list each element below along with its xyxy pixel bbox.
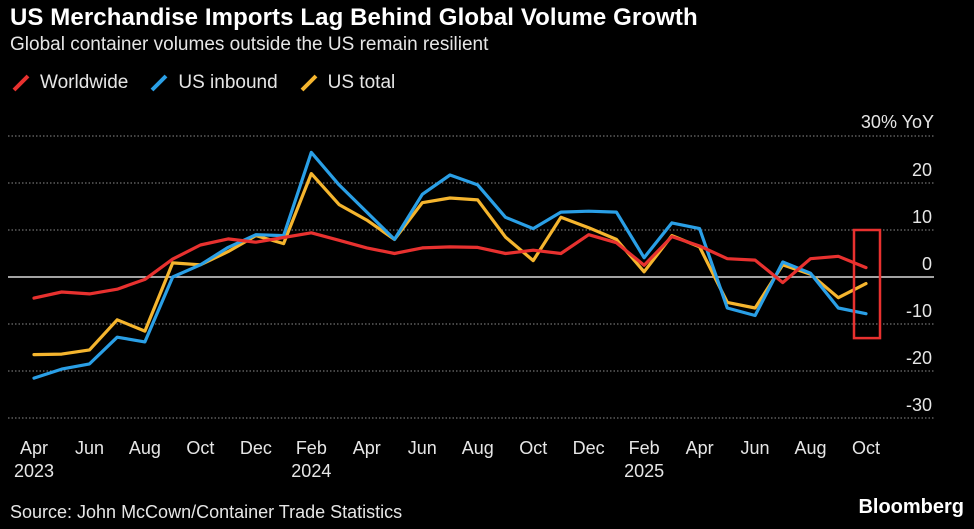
- legend-label-us-total: US total: [327, 72, 396, 93]
- chart-title: US Merchandise Imports Lag Behind Global…: [10, 4, 698, 31]
- legend: Worldwide US inbound US total: [10, 72, 395, 94]
- x-tick-label: Dec: [240, 438, 272, 458]
- y-unit-label: 30% YoY: [861, 112, 934, 132]
- y-tick-label: 0: [922, 254, 932, 274]
- y-tick-label: 20: [912, 160, 932, 180]
- tick-layer: 30% YoY 20 10 0 -10 -20 -30 Apr 2023 Jun Aug Oct Dec…: [14, 112, 934, 481]
- x-tick-label: Feb: [296, 438, 327, 458]
- legend-item-worldwide: Worldwide: [10, 72, 128, 94]
- series-line-worldwide: [32, 231, 868, 300]
- legend-label-us-inbound: US inbound: [178, 72, 278, 93]
- x-tick-label: Aug: [129, 438, 161, 458]
- legend-item-us-total: US total: [298, 72, 396, 94]
- source-note: Source: John McCown/Container Trade Stat…: [10, 502, 403, 522]
- x-tick-label: Oct: [186, 438, 214, 458]
- legend-item-us-inbound: US inbound: [148, 72, 278, 94]
- x-tick-label: Apr: [20, 438, 48, 458]
- x-tick-label: Jun: [408, 438, 437, 458]
- series-line-us-total: [32, 172, 868, 357]
- x-tick-label: Oct: [852, 438, 880, 458]
- x-tick-label: Oct: [519, 438, 547, 458]
- x-year-label: 2023: [14, 461, 54, 481]
- legend-label-worldwide: Worldwide: [40, 72, 129, 93]
- x-tick-label: Dec: [573, 438, 605, 458]
- y-tick-label: 10: [912, 207, 932, 227]
- x-tick-label: Apr: [686, 438, 714, 458]
- x-tick-label: Aug: [795, 438, 827, 458]
- x-tick-label: Jun: [741, 438, 770, 458]
- x-year-label: 2025: [624, 461, 664, 481]
- brand-logo: Bloomberg: [858, 496, 964, 518]
- x-tick-label: Apr: [353, 438, 381, 458]
- x-tick-label: Jun: [75, 438, 104, 458]
- series-layer: [32, 150, 868, 380]
- legend-swatch-worldwide: [12, 74, 30, 92]
- legend-swatch-us-inbound: [150, 74, 168, 92]
- x-tick-label: Feb: [629, 438, 660, 458]
- chart-subtitle: Global container volumes outside the US …: [10, 34, 489, 55]
- annotation-layer: [852, 228, 882, 340]
- y-tick-label: -20: [906, 348, 932, 368]
- y-tick-label: -30: [906, 395, 932, 415]
- legend-swatch-us-total: [300, 74, 318, 92]
- x-year-label: 2024: [291, 461, 331, 481]
- y-tick-label: -10: [906, 301, 932, 321]
- highlight-box: [852, 228, 882, 340]
- series-line-us-inbound: [32, 150, 868, 380]
- x-tick-label: Aug: [462, 438, 494, 458]
